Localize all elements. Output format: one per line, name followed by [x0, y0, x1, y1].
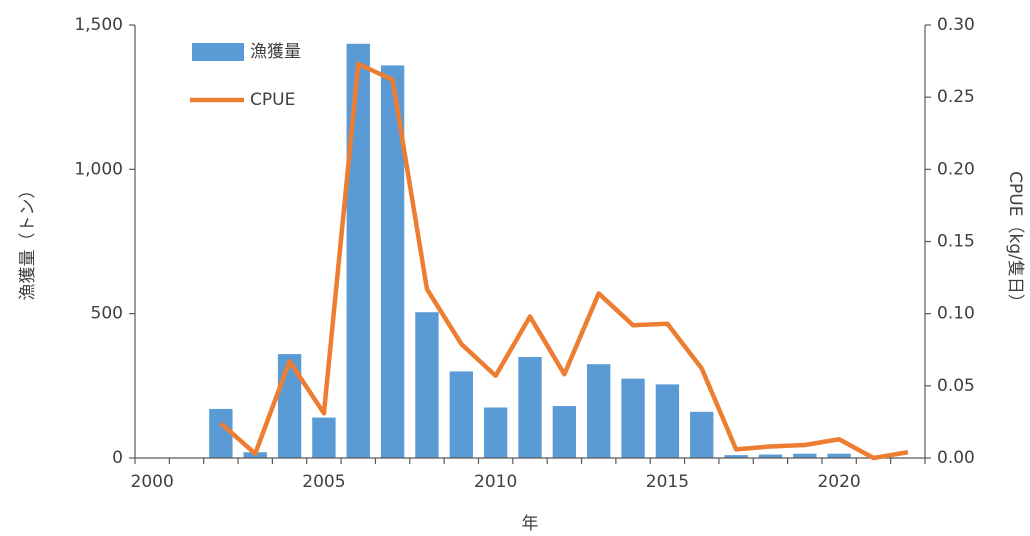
- bar: [209, 408, 233, 458]
- bar: [587, 364, 611, 458]
- bar: [827, 453, 851, 458]
- x-tick-label: 2015: [646, 472, 689, 492]
- y-tick-label: 0: [112, 448, 123, 468]
- bar: [312, 417, 336, 458]
- bar: [380, 65, 405, 458]
- y2-tick-label: 0.30: [937, 15, 975, 35]
- bar: [690, 411, 714, 458]
- legend-label: CPUE: [250, 90, 295, 110]
- bar: [552, 406, 577, 458]
- bar: [621, 378, 645, 458]
- bar: [415, 312, 439, 458]
- x-tick-label: 2010: [474, 472, 517, 492]
- x-tick-label: 2005: [302, 472, 345, 492]
- x-tick-label: 2000: [131, 472, 174, 492]
- y2-tick-label: 0.15: [937, 232, 975, 252]
- legend-swatch: [192, 43, 244, 61]
- x-tick-label: 2020: [817, 472, 860, 492]
- y-axis-label: 漁獲量（トン）: [18, 182, 38, 301]
- y2-tick-label: 0.25: [937, 87, 975, 107]
- bar: [518, 356, 542, 458]
- y-tick-label: 1,500: [74, 15, 123, 35]
- y2-tick-label: 0.05: [937, 376, 975, 396]
- y2-tick-label: 0.10: [937, 304, 975, 324]
- bar: [758, 454, 783, 458]
- bar: [449, 371, 473, 458]
- x-axis-label: 年: [522, 514, 539, 534]
- bar: [483, 407, 508, 458]
- bar: [724, 455, 748, 458]
- y2-axis-label: CPUE（kg/隻日）: [1005, 171, 1025, 311]
- bar: [793, 453, 817, 458]
- y2-tick-label: 0.00: [937, 448, 975, 468]
- y-tick-label: 1,000: [74, 159, 123, 179]
- bar: [346, 43, 370, 458]
- y-tick-label: 500: [91, 304, 123, 324]
- cpue-line: [219, 61, 909, 461]
- bar: [655, 384, 680, 458]
- legend-label: 漁獲量: [250, 42, 301, 62]
- y2-tick-label: 0.20: [937, 159, 975, 179]
